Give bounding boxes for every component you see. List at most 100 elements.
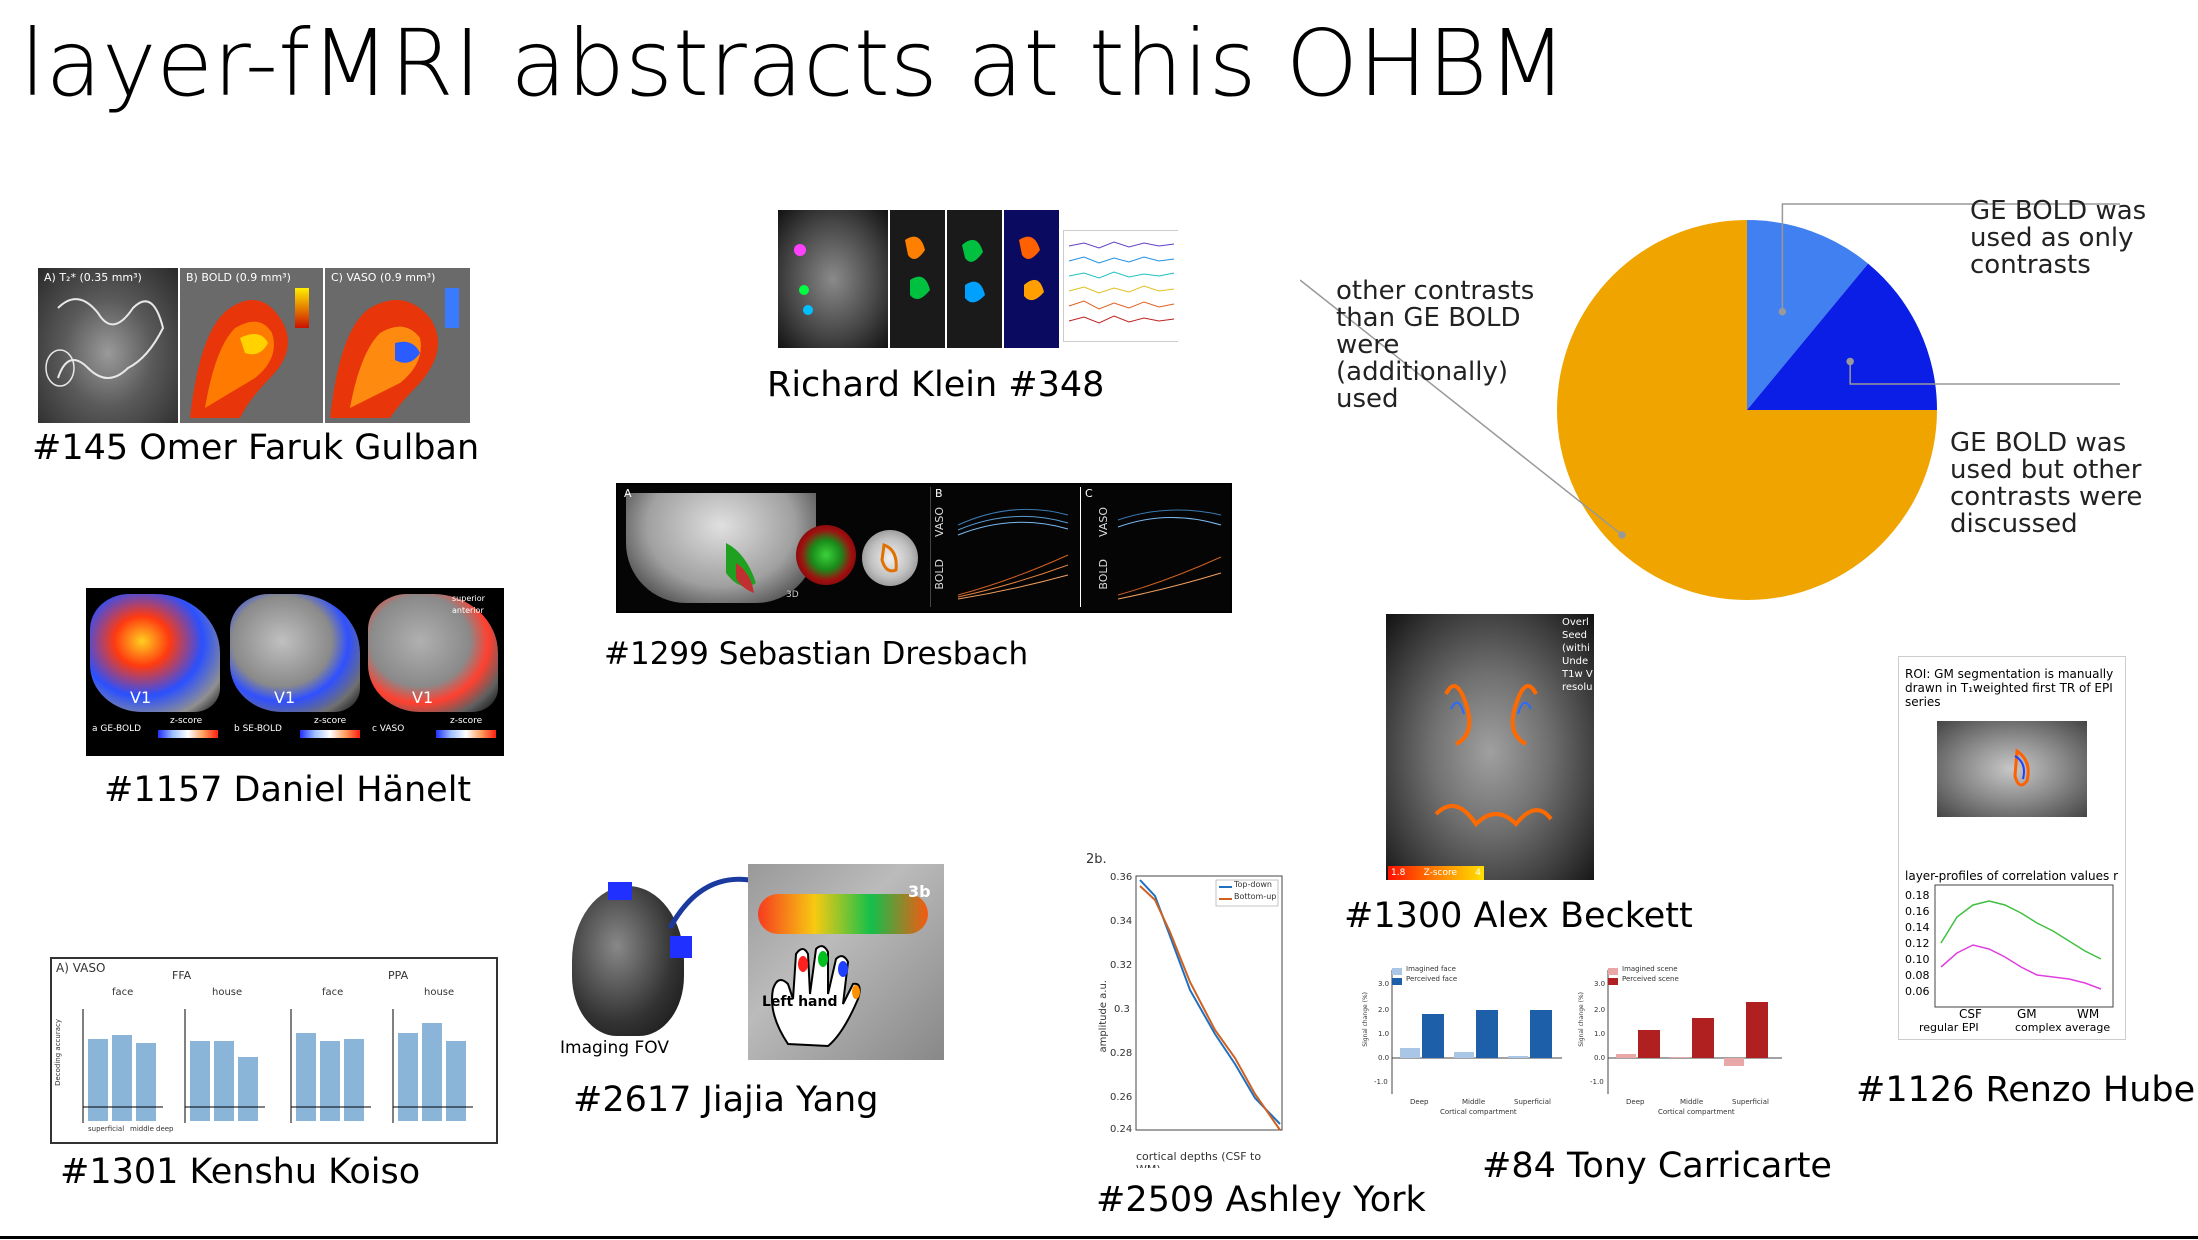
haenelt-v1-c: V1	[412, 688, 434, 707]
pie-leader-discussed	[1849, 361, 2120, 385]
klein-slice-4	[1004, 210, 1059, 348]
pie-slice-other	[1557, 220, 1937, 600]
svg-text:-1.0: -1.0	[1590, 1078, 1604, 1086]
gulban-panel-label-c: C) VASO (0.9 mm³)	[331, 271, 436, 284]
koiso-cond-3: face	[322, 987, 344, 998]
huber-caption: #1126 Renzo Huber	[1856, 1070, 2198, 1110]
gulban-panel-bold: B) BOLD (0.9 mm³)	[180, 268, 325, 423]
svg-text:0.18: 0.18	[1905, 889, 1930, 902]
carricarte-bars: 3.0 2.0 1.0 0.0 -1.0 3.0 2.0 1.0 0.0 -1.0	[1374, 968, 1782, 1094]
haenelt-map-vaso	[368, 594, 498, 712]
svg-text:0.28: 0.28	[1110, 1048, 1132, 1059]
svg-text:0.24: 0.24	[1110, 1124, 1132, 1135]
beckett-cbar-label: Z-score	[1423, 868, 1458, 878]
gulban-caption: #145 Omer Faruk Gulban	[32, 428, 480, 468]
koiso-ylabel: Decoding accuracy	[54, 1019, 62, 1086]
slide-title: layer-fMRI abstracts at this OHBM	[20, 10, 1568, 117]
huber-profile-plot: 0.18 0.16 0.14 0.12 0.10 0.08 0.06	[1905, 884, 2114, 1008]
dresbach-brain-render	[626, 493, 816, 603]
svg-text:0.3: 0.3	[1114, 1004, 1130, 1015]
carricarte-caption: #84 Tony Carricarte	[1482, 1146, 1832, 1186]
dresbach-panel-b: B VASO BOLD	[930, 487, 1079, 607]
koiso-caption: #1301 Kenshu Koiso	[60, 1152, 421, 1192]
york-line-plot: 0.36 0.34 0.32 0.3 0.28 0.26 0.24	[1110, 872, 1283, 1135]
svg-text:2.0: 2.0	[1378, 1006, 1389, 1014]
svg-text:0.14: 0.14	[1905, 921, 1930, 934]
svg-text:2.0: 2.0	[1594, 1006, 1605, 1014]
gulban-panel-label-a: A) T₂* (0.35 mm³)	[44, 271, 142, 284]
carricarte-xlabel-r: Cortical compartment	[1658, 1108, 1735, 1116]
yang-area-label: 3b	[908, 882, 931, 901]
svg-text:0.32: 0.32	[1110, 960, 1132, 971]
haenelt-v1-b: V1	[274, 688, 296, 707]
beckett-cbar-max: 4	[1475, 868, 1481, 878]
svg-text:1.0: 1.0	[1594, 1030, 1605, 1038]
carricarte-legend-imag-face: Imagined face	[1406, 965, 1456, 973]
dresbach-figure: A 3D B VASO BOLD C VASO BOLD	[616, 483, 1232, 613]
klein-slice-2	[890, 210, 945, 348]
dresbach-panel-a: A	[624, 487, 632, 500]
beckett-colorbar: 1.8 Z-score 4	[1388, 866, 1484, 880]
huber-legend-epi: regular EPI	[1919, 1021, 1979, 1034]
huber-profile-title: layer-profiles of correlation values r	[1905, 869, 2118, 883]
haenelt-map-ge	[90, 594, 220, 712]
beckett-overlay-line-5: T1w V	[1562, 669, 1593, 680]
york-caption: #2509 Ashley York	[1096, 1180, 1426, 1220]
beckett-overlay-line-3: (withi	[1562, 643, 1590, 654]
beckett-cbar-min: 1.8	[1391, 868, 1406, 878]
koiso-xtick-1: superficial	[88, 1125, 125, 1133]
york-figure: 2b. amplitude a.u. 0.36 0.34 0.32 0.3 0.28 0…	[1084, 850, 1284, 1168]
klein-timecourse-lines	[1068, 241, 1175, 324]
pie-leader-other	[1300, 279, 1623, 536]
koiso-cond-2: house	[212, 987, 243, 998]
carricarte-xtick-deep-l: Deep	[1410, 1098, 1429, 1106]
carricarte-xtick-sup-l: Superficial	[1514, 1098, 1551, 1106]
haenelt-orient-anterior: anterior	[452, 606, 484, 615]
dresbach-vaso-axis-c: VASO	[1097, 507, 1110, 537]
haenelt-zscore-2: z-score	[314, 716, 347, 726]
svg-text:3.0: 3.0	[1378, 980, 1389, 988]
yang-figure: Left hand 3b Imaging FOV	[560, 860, 948, 1065]
haenelt-map-se	[230, 594, 360, 712]
huber-legend-complex: complex average	[2015, 1021, 2111, 1034]
klein-timecourses	[1063, 230, 1178, 342]
svg-text:0.12: 0.12	[1905, 937, 1930, 950]
york-legend-topdown: Top-down	[1234, 880, 1272, 889]
dresbach-panel-c: C VASO BOLD	[1080, 487, 1229, 607]
pie-chart	[1300, 203, 2120, 600]
yang-activation-map: Left hand 3b	[748, 864, 944, 1060]
koiso-bars	[82, 1009, 473, 1123]
haenelt-colorbar-2	[300, 730, 360, 738]
haenelt-orient-superior: superior	[452, 594, 485, 603]
svg-text:-1.0: -1.0	[1374, 1078, 1388, 1086]
koiso-xtick-2: middle	[130, 1125, 154, 1133]
gulban-figure: A) T₂* (0.35 mm³) B) BOLD (0.9 mm³) C) V…	[38, 268, 470, 423]
pie-slice-only	[1747, 220, 1869, 410]
yang-caption: #2617 Jiajia Yang	[573, 1080, 879, 1120]
beckett-overlay-line-2: Seed	[1562, 630, 1587, 641]
york-xlabel: cortical depths (CSF to WM)	[1136, 1150, 1262, 1168]
carricarte-xtick-mid-l: Middle	[1462, 1098, 1486, 1106]
carricarte-legend-imag-scene: Imagined scene	[1622, 965, 1678, 973]
gulban-panel-vaso: C) VASO (0.9 mm³)	[325, 268, 470, 423]
beckett-overlay-line-1: Overl	[1562, 617, 1589, 628]
huber-figure: ROI: GM segmentation is manually drawn i…	[1898, 656, 2126, 1040]
yang-hand-icon	[771, 945, 861, 1048]
haenelt-colorbar-3	[436, 730, 496, 738]
huber-xtick-wm: WM	[2077, 1007, 2100, 1021]
pie-label-only: GE BOLD was used as only contrasts	[1970, 196, 2147, 280]
gulban-panel-t2: A) T₂* (0.35 mm³)	[38, 268, 180, 423]
haenelt-label-c: c VASO	[372, 724, 405, 734]
dresbach-panel-c-letter: C	[1085, 487, 1093, 500]
haenelt-colorbar-1	[158, 730, 218, 738]
svg-text:0.0: 0.0	[1378, 1054, 1389, 1062]
svg-text:0.10: 0.10	[1905, 953, 1930, 966]
beckett-figure: Overl Seed (withi Unde T1w V resolu 1.8 …	[1386, 614, 1594, 880]
dresbach-3d-label: 3D	[786, 590, 799, 600]
svg-text:0.26: 0.26	[1110, 1092, 1132, 1103]
dresbach-caption: #1299 Sebastian Dresbach	[604, 636, 1029, 672]
koiso-cond-4: house	[424, 987, 455, 998]
pie-leader-only	[1781, 203, 2120, 312]
carricarte-xtick-deep-r: Deep	[1626, 1098, 1645, 1106]
klein-brain-slice	[778, 210, 888, 348]
